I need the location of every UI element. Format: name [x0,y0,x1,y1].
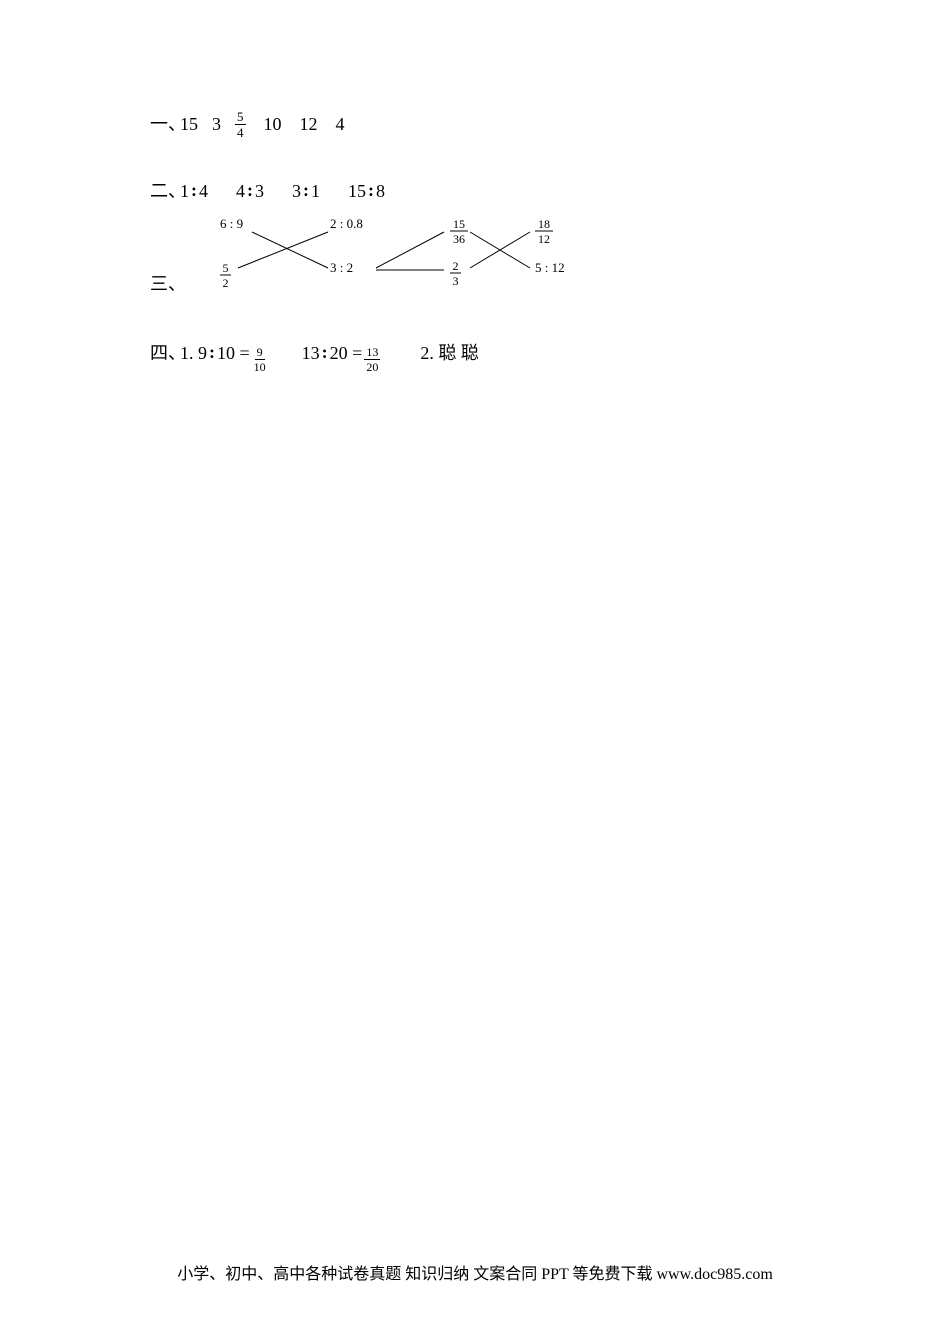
page: 一、 15 3 5 4 10 12 4 二、 1 : 4 4 : 3 [0,0,950,1344]
svg-text:2 : 0.8: 2 : 0.8 [330,216,363,231]
s4-colon-2: : [322,340,328,365]
s2-t2: 4 [199,179,208,204]
section-4: 四、 1. 9 : 10 = 9 10 13 : 20 = 13 20 2. 聪… [150,340,800,367]
section-3: 三、 6 : 92 : 0.83 : 25 : 12521536231812 [150,210,800,300]
svg-text:5: 5 [223,261,229,275]
s4-frac1: 9 10 [252,346,268,373]
svg-text:3: 3 [453,274,459,288]
s2-t5: 3 [255,179,264,204]
s1-item-3: 10 [264,112,282,137]
section-1-label: 一、 [150,112,180,137]
s2-t9: 15 [348,179,366,204]
s2-t10: : [368,178,374,203]
s2-t8: 1 [311,179,320,204]
s4-colon-1: : [209,340,215,365]
s1-item-5: 4 [336,112,345,137]
svg-text:2: 2 [453,259,459,273]
page-footer: 小学、初中、高中各种试卷真题 知识归纳 文案合同 PPT 等免费下载 www.d… [0,1260,950,1284]
section-2: 二、 1 : 4 4 : 3 3 : 1 15 : 8 [150,179,800,204]
frac-num: 13 [364,346,380,360]
svg-text:12: 12 [538,232,550,246]
svg-text:3 : 2: 3 : 2 [330,260,353,275]
svg-text:36: 36 [453,232,465,246]
svg-text:6 : 9: 6 : 9 [220,216,243,231]
s2-t0: 1 [180,179,189,204]
s2-t6: 3 [292,179,301,204]
section-3-label: 三、 [150,270,180,300]
s4-q1-b2: 20 = [330,341,363,366]
svg-text:5 : 12: 5 : 12 [535,260,565,275]
s2-t3: 4 [236,179,245,204]
s2-t11: 8 [376,179,385,204]
s4-frac2: 13 20 [364,346,380,373]
section-2-label: 二、 [150,179,180,204]
s4-q1-b1: 13 [302,341,320,366]
section-4-label: 四、 [150,341,180,366]
s2-t1: : [191,178,197,203]
svg-text:18: 18 [538,217,550,231]
svg-text:2: 2 [223,276,229,290]
frac-num: 9 [255,346,265,360]
s4-q2: 2. 聪 聪 [420,341,479,366]
s4-q1-a2: 10 = [217,341,250,366]
frac-den: 20 [364,360,380,373]
section-1: 一、 15 3 5 4 10 12 4 [150,110,800,139]
s1-item-2-frac: 5 4 [235,110,246,139]
s4-q1-a1: 1. 9 [180,341,207,366]
s1-item-0: 15 [180,112,198,137]
svg-text:15: 15 [453,217,465,231]
s2-t4: : [247,178,253,203]
frac-num: 5 [235,110,246,125]
frac-den: 4 [235,125,246,139]
s1-item-1: 3 [212,112,221,137]
s2-t7: : [303,178,309,203]
matching-diagram: 6 : 92 : 0.83 : 25 : 12521536231812 [180,210,600,300]
frac-den: 10 [252,360,268,373]
s1-item-4: 12 [300,112,318,137]
content-block: 一、 15 3 5 4 10 12 4 二、 1 : 4 4 : 3 [150,110,800,367]
